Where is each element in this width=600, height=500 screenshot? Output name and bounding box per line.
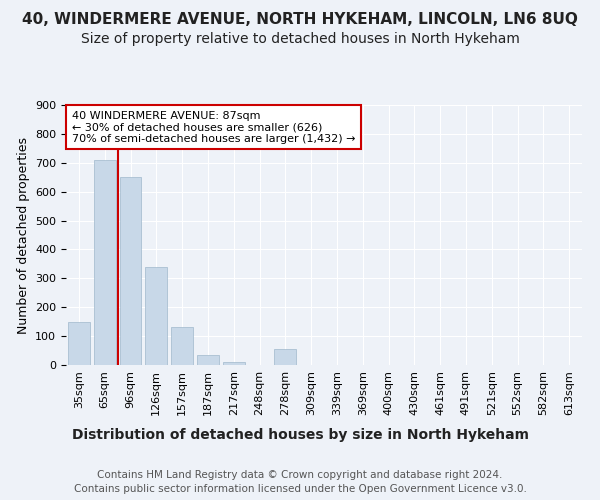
Bar [274,349,296,365]
Text: Distribution of detached houses by size in North Hykeham: Distribution of detached houses by size … [71,428,529,442]
Text: 40, WINDERMERE AVENUE, NORTH HYKEHAM, LINCOLN, LN6 8UQ: 40, WINDERMERE AVENUE, NORTH HYKEHAM, LI… [22,12,578,28]
Bar [68,322,90,365]
Bar [171,328,193,365]
Bar [197,355,219,365]
Text: Contains public sector information licensed under the Open Government Licence v3: Contains public sector information licen… [74,484,526,494]
Bar [94,160,116,365]
Bar [119,177,142,365]
Text: Contains HM Land Registry data © Crown copyright and database right 2024.: Contains HM Land Registry data © Crown c… [97,470,503,480]
Bar [145,267,167,365]
Text: 40 WINDERMERE AVENUE: 87sqm
← 30% of detached houses are smaller (626)
70% of se: 40 WINDERMERE AVENUE: 87sqm ← 30% of det… [71,110,355,144]
Text: Size of property relative to detached houses in North Hykeham: Size of property relative to detached ho… [80,32,520,46]
Y-axis label: Number of detached properties: Number of detached properties [17,136,29,334]
Bar [223,362,245,365]
